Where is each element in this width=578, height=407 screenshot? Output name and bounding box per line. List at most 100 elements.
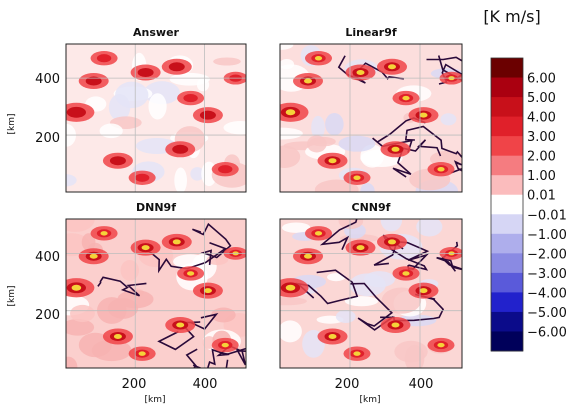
colorbar-frame: [490, 57, 524, 352]
hotspot-peak: [314, 55, 323, 61]
field-blob: [120, 259, 139, 281]
x-tick-label: 200: [335, 377, 360, 392]
colorbar-tick-label: −2.00: [527, 247, 567, 262]
hotspot-peak: [388, 239, 396, 245]
field-blob: [66, 219, 95, 232]
field-blob: [213, 57, 241, 66]
hotspot-peak: [328, 333, 337, 339]
field-blob: [78, 332, 112, 358]
field-blob: [223, 121, 246, 135]
hotspot-peak: [391, 322, 400, 328]
hotspot-peak: [437, 166, 445, 172]
y-tick-label: 200: [35, 131, 60, 146]
axis-labels-group: 400 200 400 200 [km] [km] 200 400 200 40…: [7, 72, 433, 405]
colorbar-unit-label: [K m/s]: [483, 7, 540, 26]
hotspot-peak: [328, 158, 337, 164]
panel-title: Answer: [133, 26, 180, 39]
field-blob: [107, 298, 139, 319]
hotspot-core: [183, 94, 198, 103]
colorbar-swatch: [491, 233, 523, 254]
field-blob: [190, 167, 205, 181]
hotspot-peak: [353, 351, 361, 356]
contour-line: [216, 344, 246, 366]
hotspot-core: [218, 165, 233, 174]
colorbar-tick-label: −1.00: [527, 228, 567, 243]
contour-line: [97, 276, 147, 297]
field-blob: [280, 127, 303, 140]
contour-line: [185, 348, 229, 368]
x-axis-label: [km]: [359, 395, 380, 405]
field-blob: [349, 273, 386, 297]
y-tick-label: 400: [35, 250, 60, 265]
field-blob: [327, 273, 346, 282]
x-tick-label: 400: [193, 377, 218, 392]
hotspot-core: [96, 54, 112, 63]
field-blob: [280, 44, 294, 50]
panel-title: DNN9f: [136, 201, 176, 214]
panel-cnn9f: CNN9f: [279, 201, 463, 369]
contour-line: [192, 347, 246, 368]
field-blob: [344, 296, 379, 307]
colorbar-swatch: [491, 175, 523, 196]
hotspot-peak: [314, 231, 323, 236]
hotspot-peak: [356, 245, 365, 251]
contour-line: [319, 219, 358, 251]
hotspot-peak: [285, 284, 296, 291]
colorbar-tick-label: 5.00: [527, 91, 556, 106]
hotspot-peak: [419, 288, 428, 294]
colorbar-tick-label: −6.00: [527, 325, 567, 340]
hotspot-peak: [304, 253, 312, 259]
field-blob: [66, 174, 77, 187]
hotspot-peak: [402, 271, 410, 276]
panel-title: CNN9f: [352, 201, 391, 214]
field-blob: [81, 233, 96, 251]
field-blob: [281, 222, 311, 233]
hotspot-peak: [419, 112, 428, 118]
y-tick-label: 400: [35, 72, 60, 87]
colorbar-tick-label: 3.00: [527, 130, 556, 145]
colorbar-swatch: [491, 253, 523, 274]
colorbar-swatch: [491, 58, 523, 79]
field-blob: [66, 318, 95, 336]
panel-frame: [65, 43, 247, 193]
y-tick-label: 200: [35, 308, 60, 323]
hotspot-peak: [71, 284, 82, 291]
field-blob: [280, 297, 307, 306]
field-blob: [360, 182, 375, 192]
colorbar-swatch: [491, 214, 523, 235]
contour-line: [192, 222, 232, 266]
field-blob: [404, 344, 425, 368]
x-tick-label: 400: [409, 377, 434, 392]
colorbar: [K m/s] 6.00 5.00 4.00 3.00 2.00 1.00 0.01 −0.0…: [483, 7, 567, 352]
hotspot-core: [66, 106, 86, 118]
contour-line: [350, 282, 394, 331]
panel-linear9f: Linear9f: [279, 26, 463, 193]
hotspot-peak: [391, 146, 400, 152]
colorbar-swatch: [491, 331, 523, 352]
hotspot-peak: [356, 69, 365, 75]
hotspot-peak: [353, 175, 361, 181]
hotspot-peak: [437, 342, 445, 348]
field-blob: [306, 135, 327, 153]
field-blob: [280, 320, 302, 343]
field-blob: [311, 115, 325, 140]
x-tick-label: 200: [122, 377, 147, 392]
field-blob: [280, 145, 301, 169]
colorbar-swatch: [491, 272, 523, 293]
hotspot-peak: [138, 351, 146, 356]
panel-frame: [65, 218, 247, 369]
panels-group: Answer Linear9f DNN9f CNN9f: [65, 26, 463, 369]
colorbar-tick-label: 1.00: [527, 169, 556, 184]
hotspot-peak: [141, 245, 150, 251]
colorbar-swatch: [491, 97, 523, 118]
colorbar-tick-label: −0.01: [527, 208, 567, 223]
hotspot-peak: [304, 78, 312, 84]
panel-dnn9f: DNN9f: [65, 201, 247, 369]
hotspot-core: [85, 76, 102, 86]
y-axis-label: [km]: [7, 285, 17, 306]
colorbar-tick-label: 2.00: [527, 150, 556, 165]
colorbar-tick-label: 6.00: [527, 72, 556, 87]
hotspot-core: [109, 156, 126, 166]
hotspot-peak: [113, 333, 122, 339]
